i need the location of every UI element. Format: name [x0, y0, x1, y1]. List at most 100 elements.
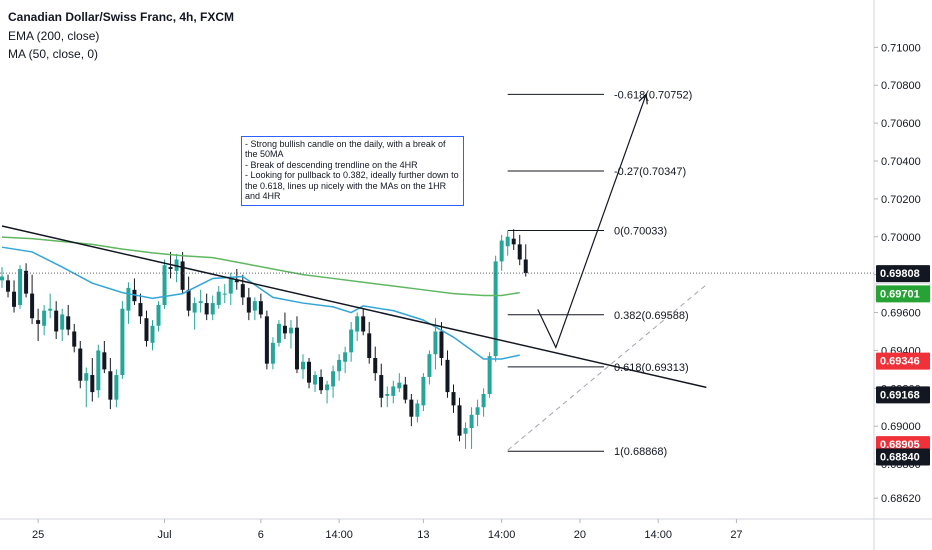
candle-body — [72, 331, 77, 347]
candle-body — [96, 350, 101, 391]
time-tick-label: Jul — [158, 529, 172, 541]
candle-body — [415, 403, 420, 417]
candle-body — [198, 301, 203, 304]
candle-body — [439, 331, 444, 358]
candle-body — [90, 375, 95, 393]
price-label-ema-bg — [876, 285, 930, 303]
symbol-title[interactable]: Canadian Dollar/Swiss Franc, 4h, FXCM — [8, 10, 235, 24]
candle-body — [168, 267, 173, 269]
fib-diagonal-dashed — [507, 284, 707, 451]
price-label-ma: 0.69346 — [880, 356, 920, 368]
price-tick-label: 0.70600 — [881, 118, 921, 130]
candle-body — [403, 384, 408, 400]
time-axis[interactable]: 25 Jul 6 14:00 13 14:00 20 14:00 27 — [0, 518, 932, 541]
candle-body — [234, 280, 239, 283]
candle-body — [18, 268, 23, 305]
analysis-note[interactable]: - Strong bullish candle on the daily, wi… — [241, 136, 464, 206]
fib-level-label: 0.382(0.69588) — [614, 310, 689, 322]
candle-body — [319, 376, 324, 391]
current-price-label-bg — [876, 265, 930, 283]
projection-arrowhead — [638, 93, 648, 105]
price-tick-label: 0.70000 — [881, 232, 921, 244]
candle-body — [240, 284, 245, 298]
candle-body — [222, 293, 227, 295]
candle-body — [84, 373, 89, 381]
candle-body — [78, 348, 83, 381]
descending-trendline[interactable] — [1, 225, 707, 389]
candle-body — [150, 325, 155, 343]
candle-body — [307, 361, 312, 383]
candle-body — [517, 244, 522, 260]
candle-body — [409, 399, 414, 417]
candle-body — [373, 357, 378, 374]
candle-body — [511, 238, 516, 245]
ma-layer — [1, 246, 520, 360]
candle-body — [451, 392, 456, 406]
candle-body — [186, 289, 191, 311]
candle-body — [162, 265, 167, 305]
price-axis[interactable]: 0.71000 0.70800 0.70600 0.70400 0.70200 0.700… — [873, 0, 931, 550]
candle-body — [204, 303, 209, 315]
candle-body — [264, 316, 269, 364]
candle-body — [36, 320, 41, 324]
candle-body — [156, 304, 161, 326]
time-tick-label: 25 — [32, 529, 44, 541]
trendline-layer[interactable] — [1, 225, 707, 389]
candle-body — [192, 303, 197, 313]
current-price-label: 0.69808 — [880, 268, 920, 280]
candle-body — [0, 276, 4, 281]
ma-50-line — [1, 246, 520, 360]
candle-body — [174, 259, 179, 271]
ema-200-line — [1, 236, 520, 297]
ma-legend[interactable]: MA (50, close, 0) — [8, 47, 99, 61]
candle-body — [60, 314, 65, 330]
candle-body — [337, 359, 342, 372]
fib-level-label: -0.27(0.70347) — [614, 166, 686, 178]
fib-level-label: -0.618(0.70752) — [614, 89, 692, 101]
projection-arrow-layer[interactable] — [537, 93, 648, 349]
candle-body — [301, 361, 305, 370]
candle-body — [246, 297, 251, 313]
candle-body — [114, 375, 119, 400]
price-tick-label: 0.70400 — [881, 156, 921, 168]
price-label-level-1-bg — [876, 386, 930, 404]
ema-legend[interactable]: EMA (200, close) — [8, 29, 100, 43]
candle-body — [379, 375, 384, 398]
candle-body — [210, 303, 215, 315]
candle-body — [126, 287, 131, 311]
candle-body — [367, 333, 372, 358]
candle-body — [30, 293, 35, 319]
price-tick-label: 0.70800 — [881, 80, 921, 92]
fib-retracement-layer[interactable]: -0.618(0.70752) -0.27(0.70347) 0(0.70033) 0… — [507, 89, 707, 458]
candle-body — [24, 270, 29, 294]
projection-path[interactable] — [537, 94, 647, 349]
candle-body — [433, 331, 438, 355]
candle-body — [282, 325, 287, 334]
candle-body — [180, 261, 185, 290]
candle-body — [270, 342, 275, 364]
candle-body — [276, 323, 281, 343]
price-tick-label: 0.68620 — [881, 493, 921, 505]
candle-body — [385, 393, 390, 396]
price-label-ma-bg — [876, 352, 930, 370]
candle-body — [505, 236, 510, 247]
fib-level-label: 0.618(0.69313) — [614, 362, 689, 374]
price-tick-label: 0.70200 — [881, 194, 921, 206]
candle-body — [12, 291, 17, 307]
price-label-level-3-bg — [876, 448, 930, 466]
fib-level-label: 1(0.68868) — [614, 446, 667, 458]
candle-body — [361, 316, 366, 332]
candle-body — [469, 414, 474, 429]
candle-body — [481, 393, 486, 408]
candle-body — [6, 280, 11, 292]
candle-body — [54, 310, 59, 332]
candle-body — [325, 384, 330, 391]
time-tick-label: 14:00 — [644, 529, 672, 541]
candle-body — [252, 301, 257, 311]
candle-body — [120, 308, 125, 376]
candle-body — [499, 240, 504, 262]
time-tick-label: 14:00 — [488, 529, 516, 541]
candle-body — [288, 327, 293, 334]
candle-body — [391, 386, 396, 396]
